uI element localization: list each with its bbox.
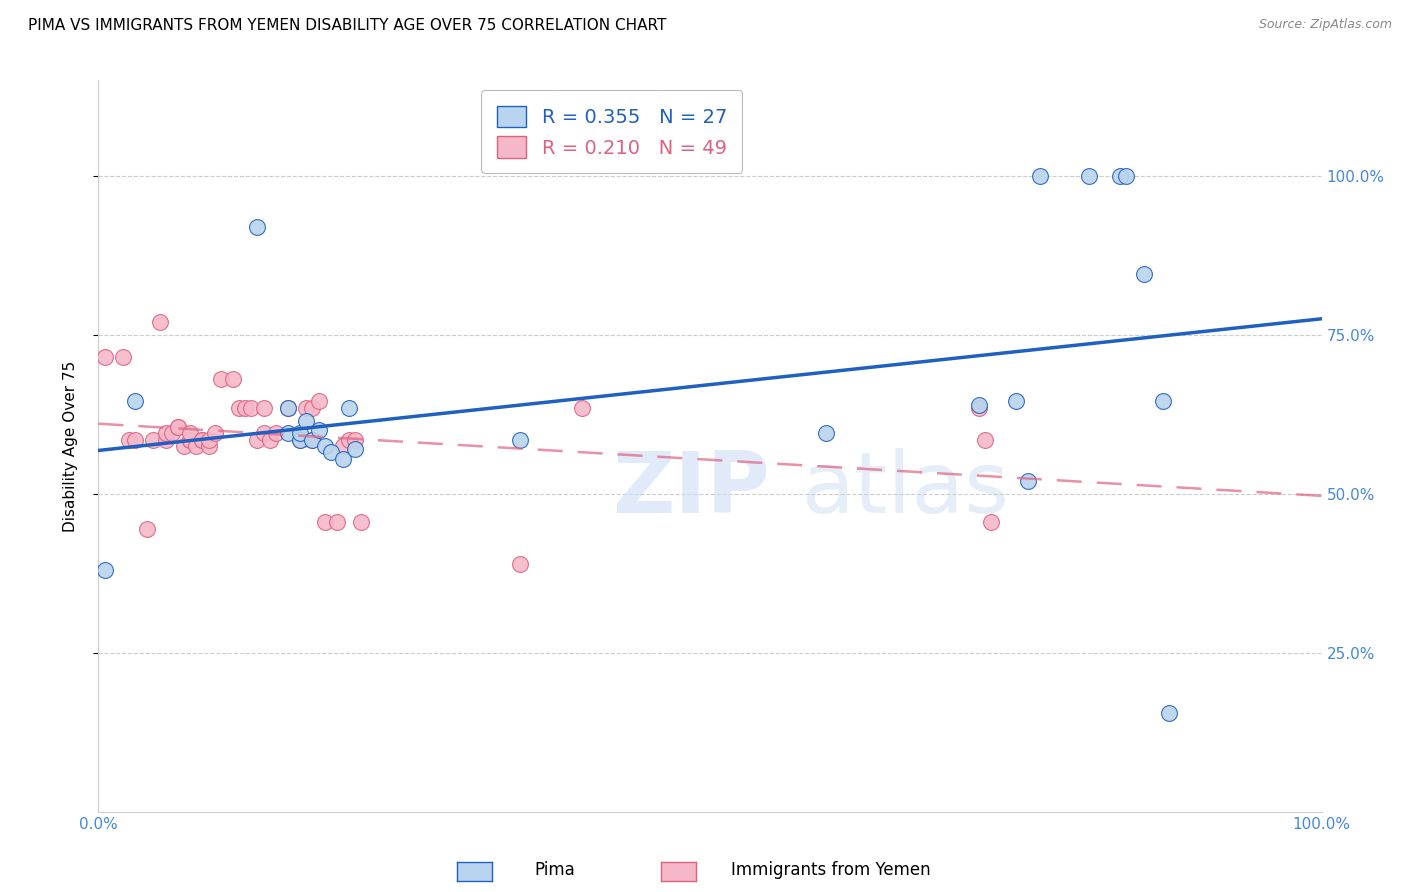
Point xyxy=(571,401,593,415)
Point xyxy=(308,423,330,437)
Point xyxy=(967,401,990,415)
Point xyxy=(326,516,349,530)
Text: Immigrants from Yemen: Immigrants from Yemen xyxy=(731,861,931,879)
Point xyxy=(301,433,323,447)
Point xyxy=(222,372,245,386)
Point xyxy=(93,350,115,364)
Text: atlas: atlas xyxy=(801,449,1010,532)
Point xyxy=(136,522,159,536)
Text: PIMA VS IMMIGRANTS FROM YEMEN DISABILITY AGE OVER 75 CORRELATION CHART: PIMA VS IMMIGRANTS FROM YEMEN DISABILITY… xyxy=(28,18,666,33)
Point xyxy=(179,433,201,447)
Point xyxy=(1017,474,1039,488)
Point xyxy=(295,401,318,415)
Point xyxy=(290,426,312,441)
Point xyxy=(1115,169,1137,183)
Point xyxy=(319,445,342,459)
Point xyxy=(337,433,360,447)
Point xyxy=(980,516,1002,530)
Point xyxy=(1133,267,1156,281)
Point xyxy=(167,420,190,434)
Point xyxy=(509,557,531,571)
Point xyxy=(252,426,274,441)
Point xyxy=(350,516,373,530)
Point xyxy=(1029,169,1052,183)
Point xyxy=(290,433,312,447)
Point xyxy=(111,350,134,364)
Point xyxy=(246,433,269,447)
Point xyxy=(179,426,201,441)
Point xyxy=(228,401,250,415)
Y-axis label: Disability Age Over 75: Disability Age Over 75 xyxy=(63,360,77,532)
Point xyxy=(204,426,226,441)
Point xyxy=(277,426,299,441)
Point xyxy=(252,401,274,415)
Point xyxy=(301,401,323,415)
Point xyxy=(209,372,232,386)
Legend: R = 0.355   N = 27, R = 0.210   N = 49: R = 0.355 N = 27, R = 0.210 N = 49 xyxy=(481,90,742,173)
Point xyxy=(1078,169,1101,183)
Point xyxy=(179,433,201,447)
Point xyxy=(314,439,336,453)
Point xyxy=(967,398,990,412)
Point xyxy=(314,516,336,530)
Point xyxy=(149,315,172,329)
Point xyxy=(301,433,323,447)
Point xyxy=(344,442,367,457)
Point xyxy=(277,401,299,415)
Point xyxy=(1157,706,1180,720)
Point xyxy=(1152,394,1174,409)
Point xyxy=(160,426,183,441)
Point xyxy=(332,451,354,466)
Point xyxy=(290,433,312,447)
Point xyxy=(259,433,281,447)
Point xyxy=(124,394,146,409)
Point xyxy=(191,433,214,447)
Point xyxy=(124,433,146,447)
Point xyxy=(155,426,177,441)
Point xyxy=(308,394,330,409)
Point xyxy=(240,401,263,415)
Point xyxy=(155,433,177,447)
Text: Pima: Pima xyxy=(534,861,575,879)
Point xyxy=(295,413,318,427)
Point xyxy=(337,401,360,415)
Point xyxy=(186,439,208,453)
Point xyxy=(264,426,287,441)
Point xyxy=(509,433,531,447)
Point xyxy=(1108,169,1130,183)
Point xyxy=(191,433,214,447)
Point xyxy=(118,433,141,447)
Point xyxy=(277,401,299,415)
Point xyxy=(344,433,367,447)
Point xyxy=(93,563,115,577)
Text: Source: ZipAtlas.com: Source: ZipAtlas.com xyxy=(1258,18,1392,31)
Point xyxy=(233,401,256,415)
Text: ZIP: ZIP xyxy=(612,449,770,532)
Point xyxy=(142,433,165,447)
Point xyxy=(332,439,354,453)
Point xyxy=(197,439,219,453)
Point xyxy=(173,439,195,453)
Point xyxy=(974,433,997,447)
Point xyxy=(246,219,269,234)
Point xyxy=(197,433,219,447)
Point xyxy=(1004,394,1026,409)
Point xyxy=(815,426,838,441)
Point xyxy=(167,420,190,434)
